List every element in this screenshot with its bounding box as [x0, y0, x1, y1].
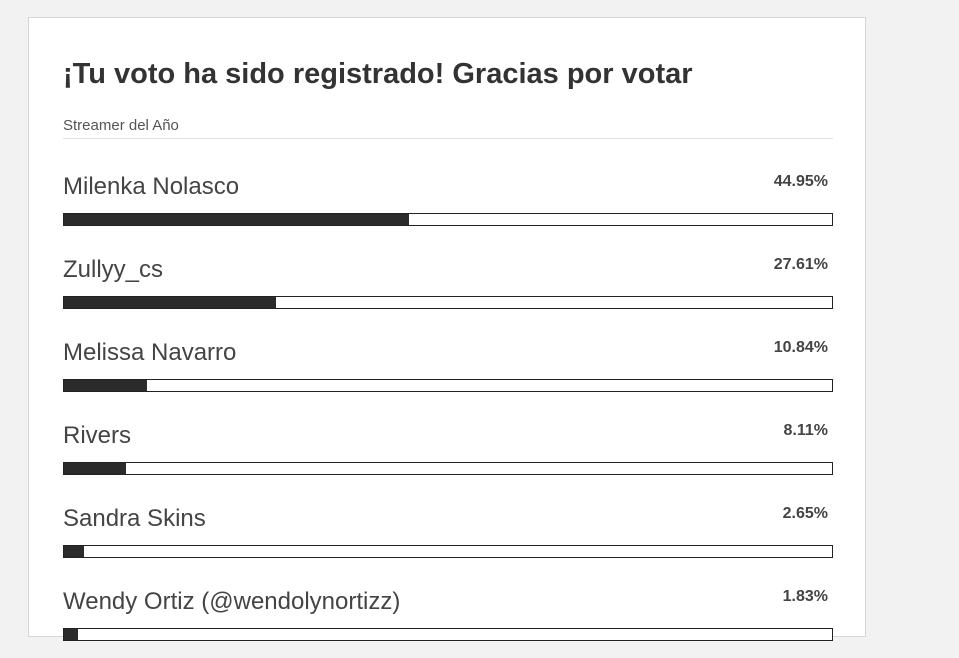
result-bar-track — [63, 545, 833, 558]
poll-title: ¡Tu voto ha sido registrado! Gracias por… — [63, 58, 693, 90]
result-bar-track — [63, 379, 833, 392]
option-percent: 27.61% — [773, 256, 828, 273]
option-percent: 44.95% — [773, 173, 828, 190]
poll-option: Zullyy_cs 27.61% — [63, 256, 833, 326]
poll-option: Sandra Skins 2.65% — [63, 505, 833, 575]
option-name: Sandra Skins — [63, 505, 206, 532]
result-bar — [64, 214, 410, 225]
result-bar-track — [63, 628, 833, 641]
result-bar — [64, 546, 85, 557]
result-bar — [64, 380, 148, 391]
poll-option: Wendy Ortiz (@wendolynortizz) 1.83% — [63, 588, 833, 658]
option-percent: 10.84% — [773, 339, 828, 356]
result-bar — [64, 297, 277, 308]
option-name: Zullyy_cs — [63, 256, 164, 283]
poll-subtitle: Streamer del Año — [63, 117, 833, 139]
poll-option: Melissa Navarro 10.84% — [63, 339, 833, 409]
poll-card: ¡Tu voto ha sido registrado! Gracias por… — [28, 17, 866, 641]
option-name: Melissa Navarro — [63, 339, 237, 366]
option-name: Rivers — [63, 422, 132, 449]
poll-option: Rivers 8.11% — [63, 422, 833, 492]
result-bar-track — [63, 462, 833, 475]
option-name: Milenka Nolasco — [63, 173, 240, 200]
option-name: Wendy Ortiz (@wendolynortizz) — [63, 588, 401, 615]
option-percent: 8.11% — [783, 422, 828, 439]
poll-option: Milenka Nolasco 44.95% — [63, 173, 833, 243]
option-percent: 1.83% — [782, 588, 828, 605]
result-bar-track — [63, 296, 833, 309]
result-bar — [64, 629, 79, 640]
option-percent: 2.65% — [782, 505, 828, 522]
page: ¡Tu voto ha sido registrado! Gracias por… — [28, 17, 866, 641]
result-bar-track — [63, 213, 833, 226]
result-bar — [64, 463, 127, 474]
